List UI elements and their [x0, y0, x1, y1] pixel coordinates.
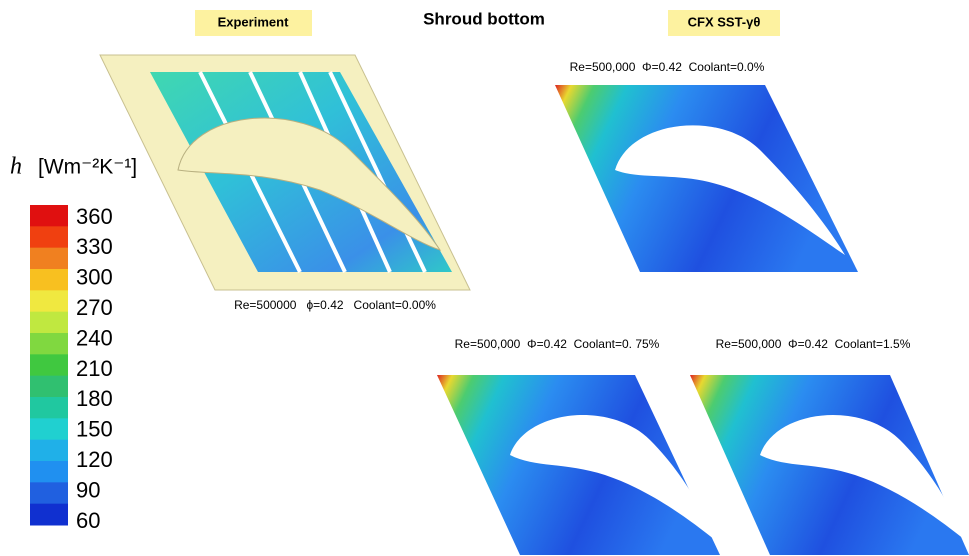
colorbar-tick-label: 180: [76, 386, 113, 411]
colorbar-tick-label: 240: [76, 325, 113, 350]
colorbar-band: [30, 269, 68, 291]
panel-caption: Re=500,000 Φ=0.42 Coolant=0.0%: [570, 60, 765, 74]
colorbar-tick-label: 210: [76, 356, 113, 381]
panel-caption: Re=500,000 Φ=0.42 Coolant=0. 75%: [455, 337, 660, 351]
colorbar-band: [30, 440, 68, 462]
colorbar-tick-label: 330: [76, 234, 113, 259]
figure-title: Shroud bottom: [423, 9, 545, 28]
colorbar-tick-label: 120: [76, 447, 113, 472]
colorbar-band: [30, 461, 68, 483]
colorbar-tick-label: 300: [76, 265, 113, 290]
colorbar-tick-label: 270: [76, 295, 113, 320]
colorbar-band: [30, 226, 68, 248]
cfd-plot: [555, 85, 858, 272]
colorbar-band: [30, 312, 68, 334]
colorbar: 360 330 300 270 240 210 180 150 120 90 60: [30, 204, 113, 533]
cfd-label: CFX SST-γθ: [688, 14, 761, 29]
colorbar-band: [30, 290, 68, 312]
colorbar-symbol: h: [10, 154, 22, 180]
cfd-plot: [690, 375, 969, 555]
colorbar-tick-label: 360: [76, 204, 113, 229]
colorbar-band: [30, 418, 68, 440]
figure: Experiment Shroud bottom CFX SST-γθ h [W…: [0, 0, 969, 556]
colorbar-tick-label: 150: [76, 417, 113, 442]
colorbar-band: [30, 504, 68, 526]
experiment-plot: [100, 55, 470, 290]
colorbar-band: [30, 205, 68, 227]
cfd-plot: [437, 375, 720, 555]
colorbar-band: [30, 354, 68, 376]
colorbar-band: [30, 376, 68, 398]
colorbar-band: [30, 482, 68, 504]
colorbar-tick-label: 90: [76, 477, 100, 502]
colorbar-band: [30, 397, 68, 419]
panel-caption: Re=500,000 Φ=0.42 Coolant=1.5%: [716, 337, 911, 351]
colorbar-band: [30, 248, 68, 270]
panel-caption: Re=500000 ϕ=0.42 Coolant=0.00%: [234, 298, 436, 312]
colorbar-unit: [Wm⁻²K⁻¹]: [38, 156, 137, 179]
experiment-label: Experiment: [218, 14, 289, 29]
colorbar-tick-label: 60: [76, 508, 100, 533]
colorbar-band: [30, 333, 68, 355]
